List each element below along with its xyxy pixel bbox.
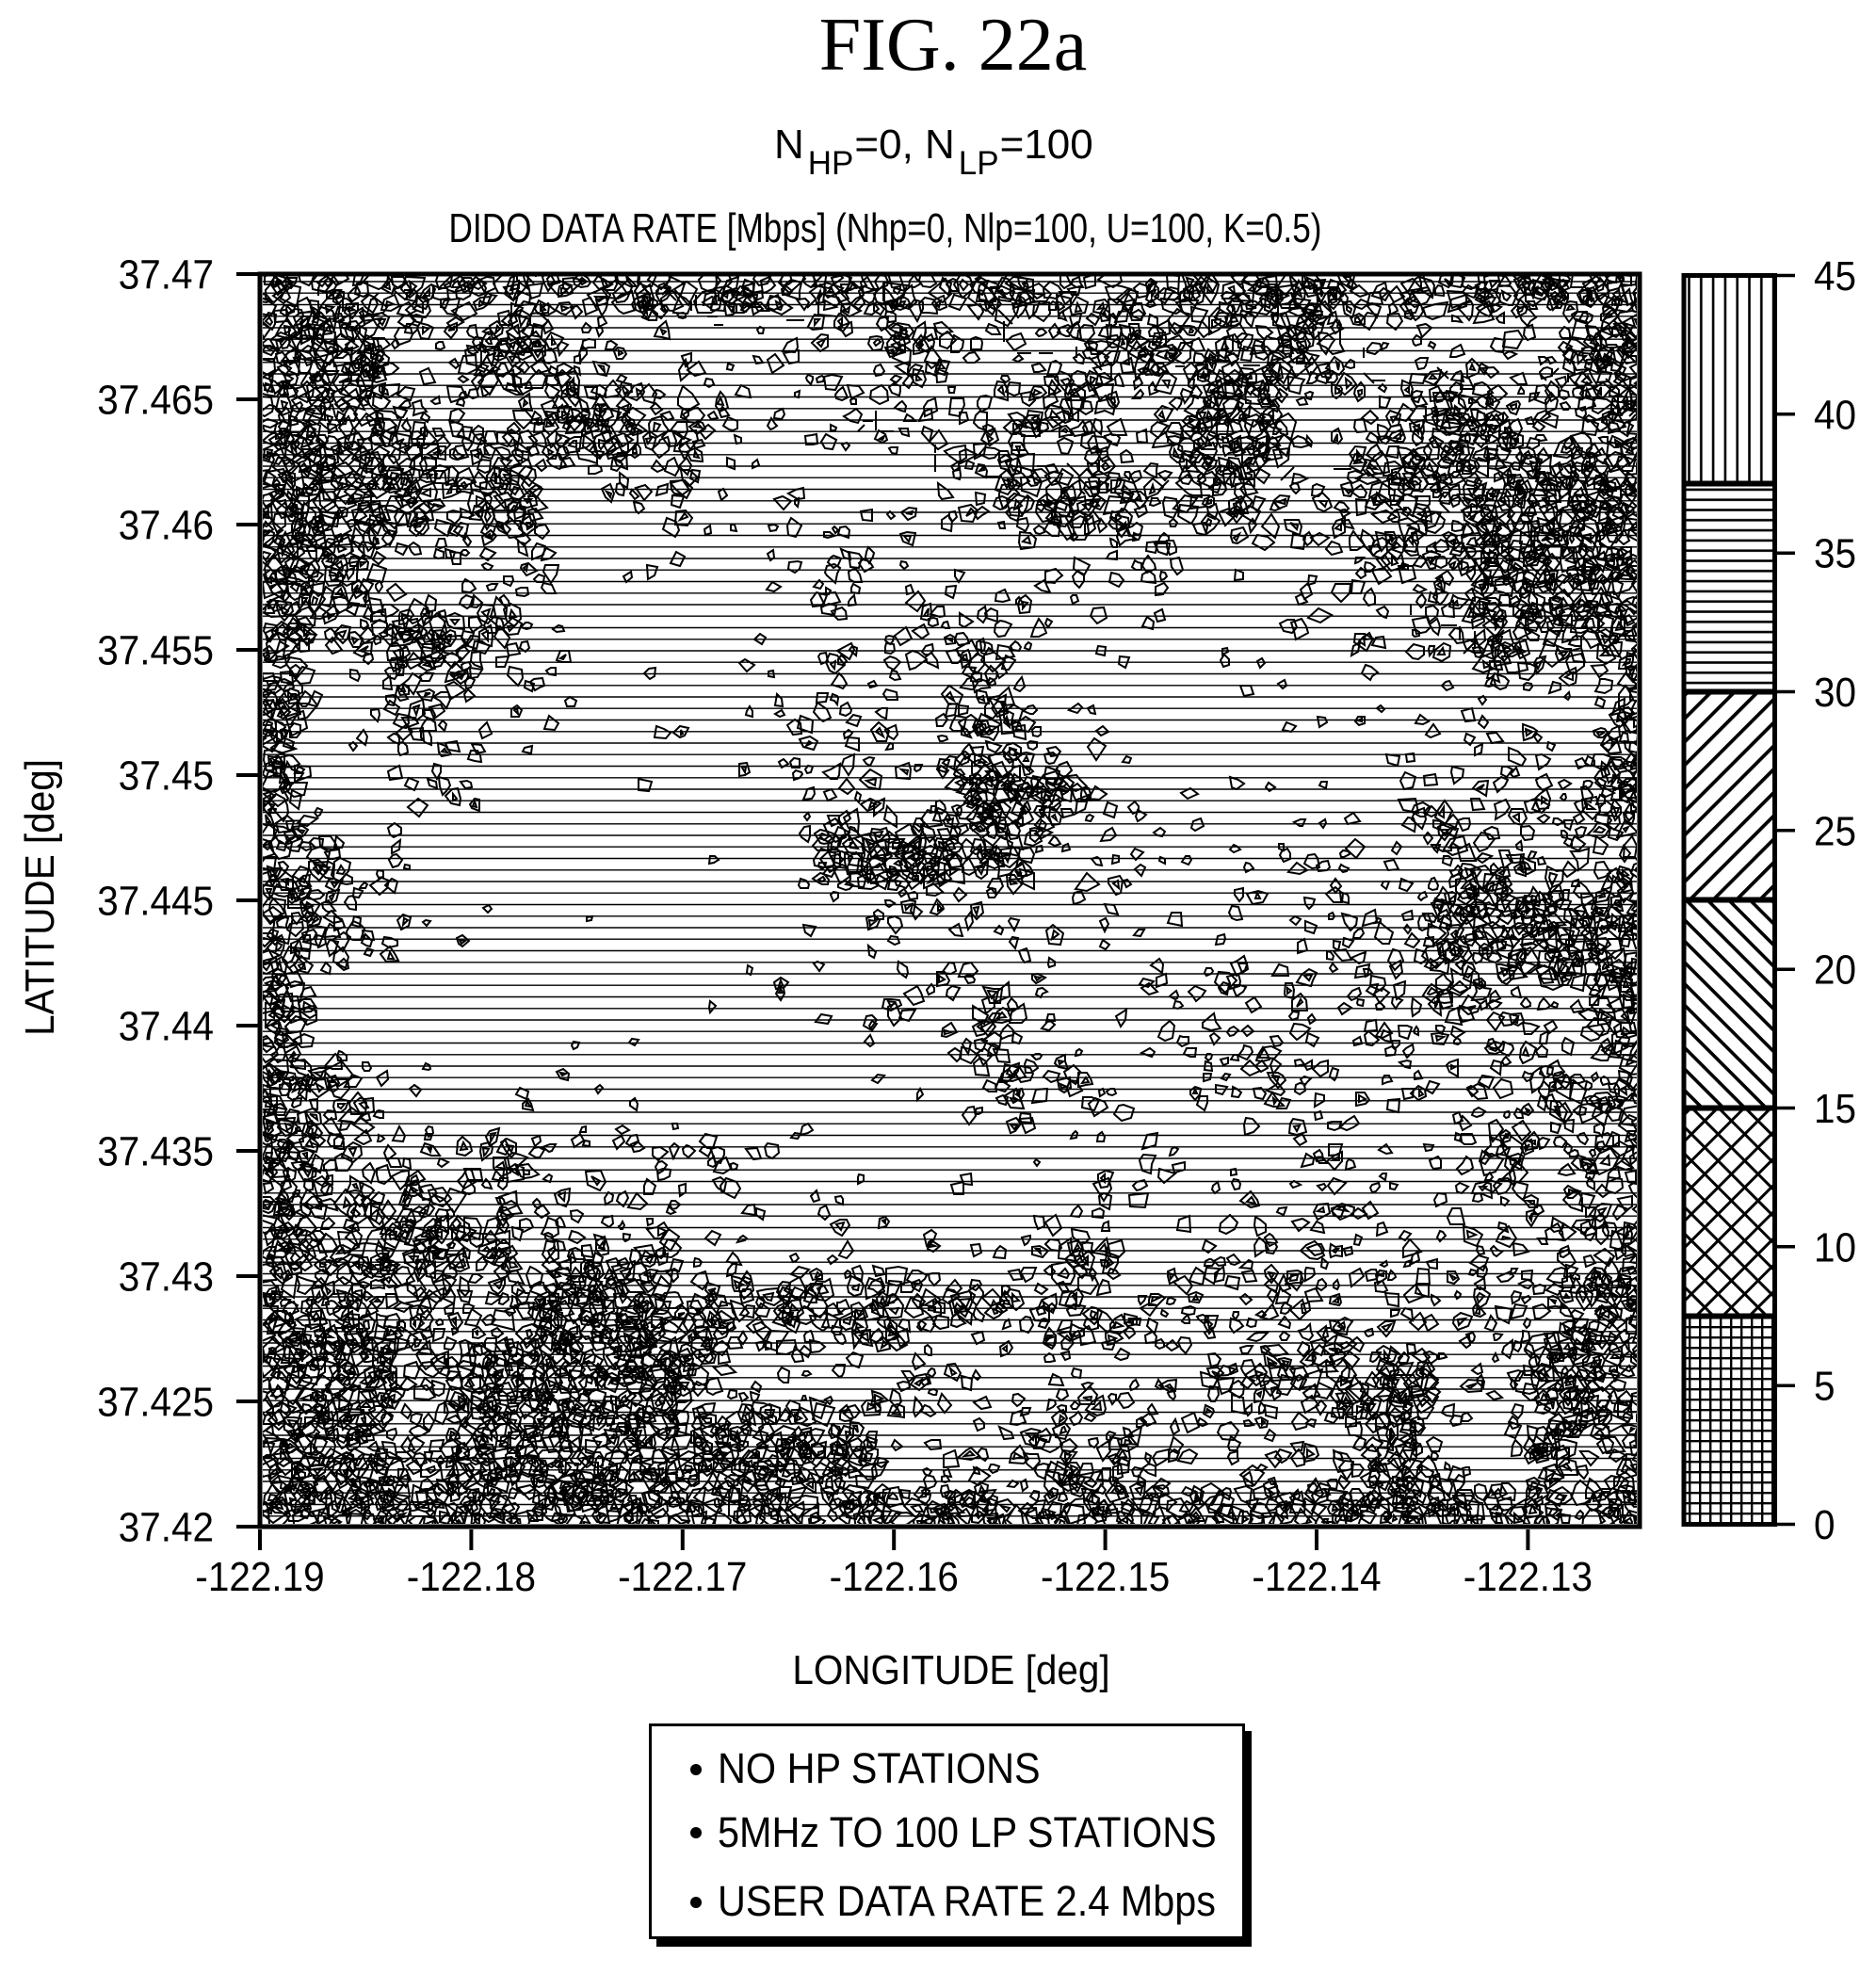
svg-text:15: 15	[1814, 1085, 1856, 1131]
svg-text:10: 10	[1814, 1224, 1856, 1270]
svg-text:-122.16: -122.16	[830, 1553, 959, 1599]
svg-text:USER DATA RATE 2.4 Mbps: USER DATA RATE 2.4 Mbps	[718, 1878, 1216, 1925]
svg-text:37.46: 37.46	[119, 502, 214, 548]
svg-text:37.44: 37.44	[119, 1003, 214, 1049]
svg-text:37.445: 37.445	[97, 878, 214, 924]
svg-text:37.455: 37.455	[97, 627, 214, 673]
svg-text:37.435: 37.435	[97, 1128, 214, 1174]
svg-text:45: 45	[1814, 252, 1856, 299]
svg-text:20: 20	[1814, 947, 1856, 993]
svg-text:LONGITUDE [deg]: LONGITUDE [deg]	[792, 1646, 1109, 1692]
svg-text:-122.13: -122.13	[1464, 1553, 1593, 1599]
svg-text:37.47: 37.47	[119, 251, 214, 298]
svg-text:30: 30	[1814, 669, 1856, 715]
svg-text:-122.19: -122.19	[195, 1553, 324, 1599]
svg-text:DIDO DATA RATE [Mbps] (Nhp=0,: DIDO DATA RATE [Mbps] (Nhp=0, Nlp=100, U…	[449, 205, 1322, 251]
svg-text:FIG. 22a: FIG. 22a	[819, 4, 1087, 87]
svg-text:25: 25	[1814, 808, 1856, 854]
svg-text:0: 0	[1814, 1501, 1836, 1547]
svg-text:5MHz TO 100 LP STATIONS: 5MHz TO 100 LP STATIONS	[718, 1809, 1217, 1856]
svg-text:-122.18: -122.18	[407, 1553, 536, 1599]
svg-text:5: 5	[1814, 1363, 1836, 1409]
svg-text:37.42: 37.42	[119, 1504, 214, 1550]
svg-text:-122.14: -122.14	[1252, 1553, 1381, 1599]
svg-text:NO HP STATIONS: NO HP STATIONS	[718, 1745, 1041, 1792]
svg-text:37.465: 37.465	[97, 377, 214, 423]
svg-text:LATITUDE [deg]: LATITUDE [deg]	[16, 759, 62, 1036]
svg-text:37.425: 37.425	[97, 1379, 214, 1425]
svg-text:35: 35	[1814, 530, 1856, 576]
svg-text:-122.15: -122.15	[1041, 1553, 1170, 1599]
svg-text:37.43: 37.43	[119, 1254, 214, 1300]
svg-text:37.45: 37.45	[119, 752, 214, 799]
svg-text:40: 40	[1814, 392, 1856, 438]
svg-text:-122.17: -122.17	[618, 1553, 747, 1599]
